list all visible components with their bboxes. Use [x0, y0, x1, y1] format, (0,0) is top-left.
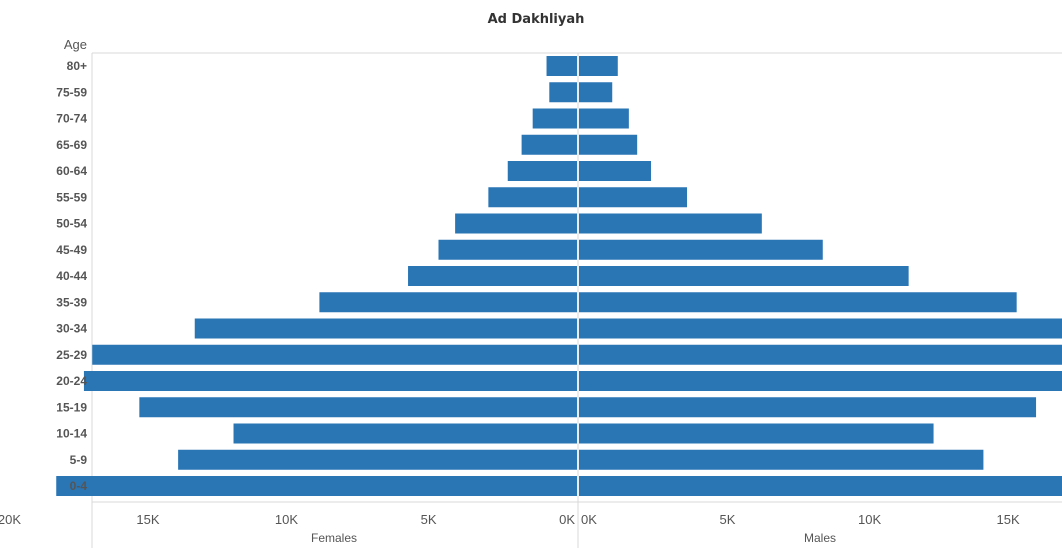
male-bar — [579, 344, 1062, 365]
female-bar — [488, 187, 577, 208]
male-bar — [579, 56, 618, 76]
age-group-label: 20-24 — [56, 374, 87, 388]
age-group-label: 50-54 — [56, 217, 87, 231]
female-tick-label: 15K — [136, 512, 159, 527]
male-tick-label: 10K — [858, 512, 881, 527]
age-group-label: 25-29 — [56, 348, 87, 362]
female-bar — [507, 161, 577, 181]
age-group-label: 0-4 — [70, 479, 88, 493]
female-bars — [56, 56, 578, 496]
female-tick-label: 20K — [0, 512, 21, 527]
female-axis-ticks: 0K5K10K15K20K25K30K35K — [0, 512, 575, 527]
age-group-label: 10-14 — [56, 427, 87, 441]
female-bar — [455, 213, 577, 234]
male-bar — [579, 187, 688, 208]
male-bar — [579, 423, 934, 444]
male-bar — [579, 371, 1062, 391]
male-bar — [579, 318, 1062, 339]
male-bar — [579, 161, 652, 181]
axes — [91, 52, 1062, 548]
age-group-labels: 80+ 75-59 70-74 65-69 60-64 55-59 50-54 45-49 40… — [56, 59, 87, 493]
female-bar — [178, 449, 577, 470]
female-tick-label: 0K — [559, 512, 575, 527]
age-group-label: 45-49 — [56, 243, 87, 257]
female-bar — [408, 266, 577, 286]
age-group-label: 75-59 — [56, 85, 87, 99]
male-bar — [579, 108, 629, 129]
male-tick-label: 5K — [720, 512, 736, 527]
age-axis-header: Age — [64, 37, 87, 52]
female-axis-title: Females — [311, 531, 357, 545]
age-group-label: 80+ — [67, 59, 87, 73]
male-bar — [579, 397, 1037, 418]
age-group-label: 35-39 — [56, 295, 87, 309]
chart-title: Ad Dakhliyah — [488, 12, 585, 27]
male-bars — [579, 56, 1062, 496]
female-bar — [83, 371, 577, 391]
female-bar — [194, 318, 578, 339]
age-group-label: 60-64 — [56, 164, 87, 178]
age-group-label: 70-74 — [56, 112, 87, 126]
male-bar — [579, 449, 984, 470]
male-axis-ticks: 0K5K10K15K20K25K30K35K — [581, 512, 1020, 527]
female-bar — [56, 476, 578, 496]
female-bar — [546, 56, 577, 76]
age-group-label: 5-9 — [70, 453, 88, 467]
female-bar — [92, 344, 577, 365]
female-bar — [319, 292, 577, 313]
female-bar — [521, 134, 577, 155]
male-tick-label: 0K — [581, 512, 597, 527]
age-group-label: 30-34 — [56, 322, 87, 336]
male-axis-title: Males — [804, 531, 836, 545]
female-tick-label: 5K — [421, 512, 437, 527]
female-bar — [139, 397, 577, 418]
age-group-label: 15-19 — [56, 400, 87, 414]
female-tick-label: 10K — [275, 512, 298, 527]
male-bar — [579, 476, 1062, 496]
male-bar — [579, 292, 1017, 313]
male-bar — [579, 213, 762, 234]
female-bar — [549, 82, 577, 103]
male-bar — [579, 239, 823, 260]
male-bar — [579, 82, 613, 103]
female-bar — [438, 239, 577, 260]
age-group-label: 65-69 — [56, 138, 87, 152]
female-bar — [532, 108, 577, 129]
age-group-label: 40-44 — [56, 269, 87, 283]
male-tick-label: 15K — [997, 512, 1020, 527]
age-group-label: 55-59 — [56, 190, 87, 204]
female-bar — [233, 423, 577, 444]
male-bar — [579, 266, 909, 286]
male-bar — [579, 134, 638, 155]
